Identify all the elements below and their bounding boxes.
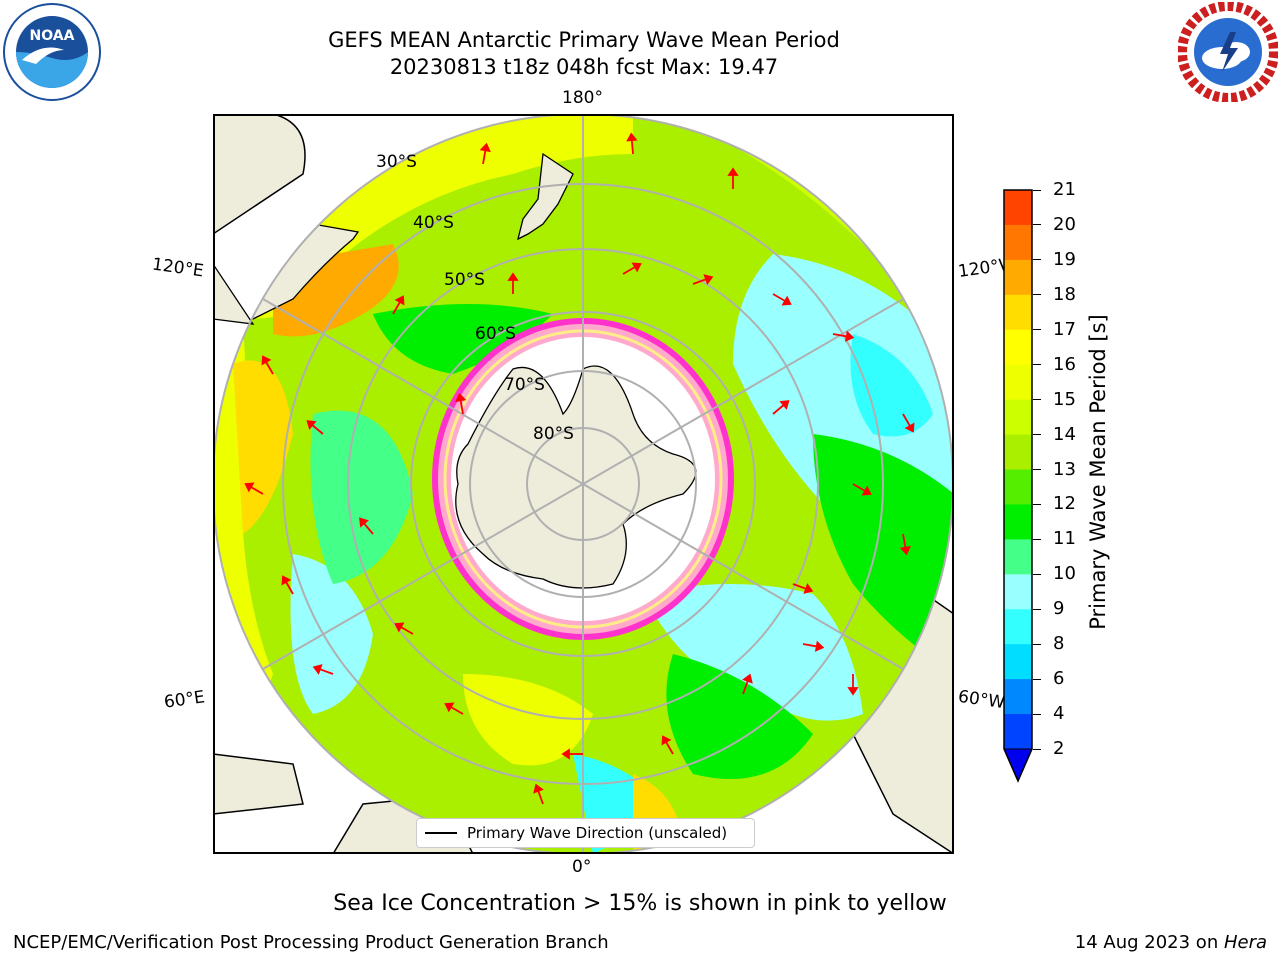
colorbar-tick-mark	[1033, 224, 1041, 226]
lon-label-60w: 60°W	[956, 686, 1007, 714]
footer-machine: Hera	[1223, 932, 1267, 953]
lat-label-60s: 60°S	[475, 324, 516, 344]
colorbar-segment	[1004, 224, 1032, 261]
colorbar-segment	[1004, 504, 1032, 540]
lon-label-180: 180°	[562, 88, 603, 108]
colorbar-tick-mark	[1033, 329, 1041, 331]
colorbar-tick-label: 18	[1053, 283, 1076, 305]
colorbar-tick-label: 12	[1053, 493, 1076, 515]
lon-label-60e: 60°E	[162, 687, 207, 713]
colorbar-segment	[1004, 434, 1032, 470]
colorbar-tick-mark	[1033, 608, 1041, 610]
noaa-logo-text: NOAA	[30, 28, 75, 44]
colorbar-tick-mark	[1033, 678, 1041, 680]
noaa-logo: NOAA	[3, 3, 101, 101]
colorbar-segment	[1004, 259, 1032, 296]
colorbar	[1003, 189, 1033, 783]
colorbar-tick-label: 4	[1053, 703, 1065, 725]
footer-right: 14 Aug 2023 on Hera	[1075, 932, 1267, 953]
colorbar-tick-mark	[1033, 748, 1041, 750]
chart-title: GEFS MEAN Antarctic Primary Wave Mean Pe…	[328, 28, 840, 52]
colorbar-segment	[1004, 329, 1032, 366]
colorbar-tick-label: 6	[1053, 668, 1065, 690]
colorbar-segment	[1004, 399, 1032, 436]
legend-label: Primary Wave Direction (unscaled)	[467, 824, 728, 842]
colorbar-tick-label: 13	[1053, 458, 1076, 480]
footer-date: 14 Aug 2023 on	[1074, 932, 1224, 953]
lat-label-30s: 30°S	[376, 152, 417, 172]
colorbar-tick-label: 20	[1053, 213, 1076, 235]
map-legend: Primary Wave Direction (unscaled)	[416, 818, 755, 848]
colorbar-tick-mark	[1033, 538, 1041, 540]
colorbar-segment	[1004, 609, 1032, 645]
colorbar-tick-label: 10	[1053, 563, 1076, 585]
colorbar-tick-label: 8	[1053, 633, 1065, 655]
colorbar-tick-label: 21	[1053, 179, 1076, 200]
lon-label-0: 0°	[572, 857, 592, 877]
colorbar-segment	[1004, 469, 1032, 505]
colorbar-tick-label: 15	[1053, 388, 1076, 410]
colorbar-tick-label: 2	[1053, 738, 1065, 759]
colorbar-segment	[1004, 714, 1032, 750]
colorbar-segment	[1004, 190, 1032, 226]
colorbar-tick-mark	[1033, 713, 1041, 715]
colorbar-tick-mark	[1033, 503, 1041, 505]
colorbar-segment	[1004, 294, 1032, 331]
nws-logo	[1178, 2, 1278, 102]
colorbar-tick-mark	[1033, 364, 1041, 366]
colorbar-tick-label: 11	[1053, 528, 1076, 550]
colorbar-tick-mark	[1033, 469, 1041, 470]
sea-ice-note: Sea Ice Concentration > 15% is shown in …	[333, 891, 947, 916]
antarctica	[455, 365, 697, 589]
colorbar-tick-mark	[1033, 573, 1041, 575]
colorbar-tick-label: 19	[1053, 248, 1076, 270]
lat-label-40s: 40°S	[413, 213, 454, 233]
colorbar-segment	[1004, 644, 1032, 680]
new-zealand	[517, 152, 574, 241]
lat-label-80s: 80°S	[533, 424, 574, 444]
colorbar-tick-mark	[1033, 259, 1041, 261]
colorbar-segment	[1004, 539, 1032, 575]
colorbar-segment	[1004, 364, 1032, 401]
colorbar-tick-label: 16	[1053, 353, 1076, 375]
colorbar-tick-label: 17	[1053, 318, 1076, 340]
colorbar-tick-mark	[1033, 399, 1041, 401]
lon-label-120e: 120°E	[150, 254, 205, 282]
colorbar-tick-label: 9	[1053, 598, 1065, 620]
colorbar-tick-mark	[1033, 643, 1041, 645]
colorbar-segment	[1004, 679, 1032, 715]
colorbar-segment	[1004, 574, 1032, 610]
colorbar-tick-mark	[1033, 434, 1041, 436]
colorbar-tick-label: 14	[1053, 423, 1076, 445]
footer-left: NCEP/EMC/Verification Post Processing Pr…	[13, 932, 609, 953]
legend-line-swatch	[425, 832, 457, 834]
polar-map	[213, 114, 954, 854]
colorbar-tick-mark	[1033, 294, 1041, 296]
colorbar-tick-mark	[1033, 189, 1041, 191]
lat-label-50s: 50°S	[444, 270, 485, 290]
wave-direction-arrows	[244, 132, 915, 805]
colorbar-extend-triangle	[1003, 748, 1033, 783]
colorbar-label: Primary Wave Mean Period [s]	[1086, 314, 1110, 630]
chart-subtitle: 20230813 t18z 048h fcst Max: 19.47	[389, 55, 779, 79]
lat-label-70s: 70°S	[504, 375, 545, 395]
